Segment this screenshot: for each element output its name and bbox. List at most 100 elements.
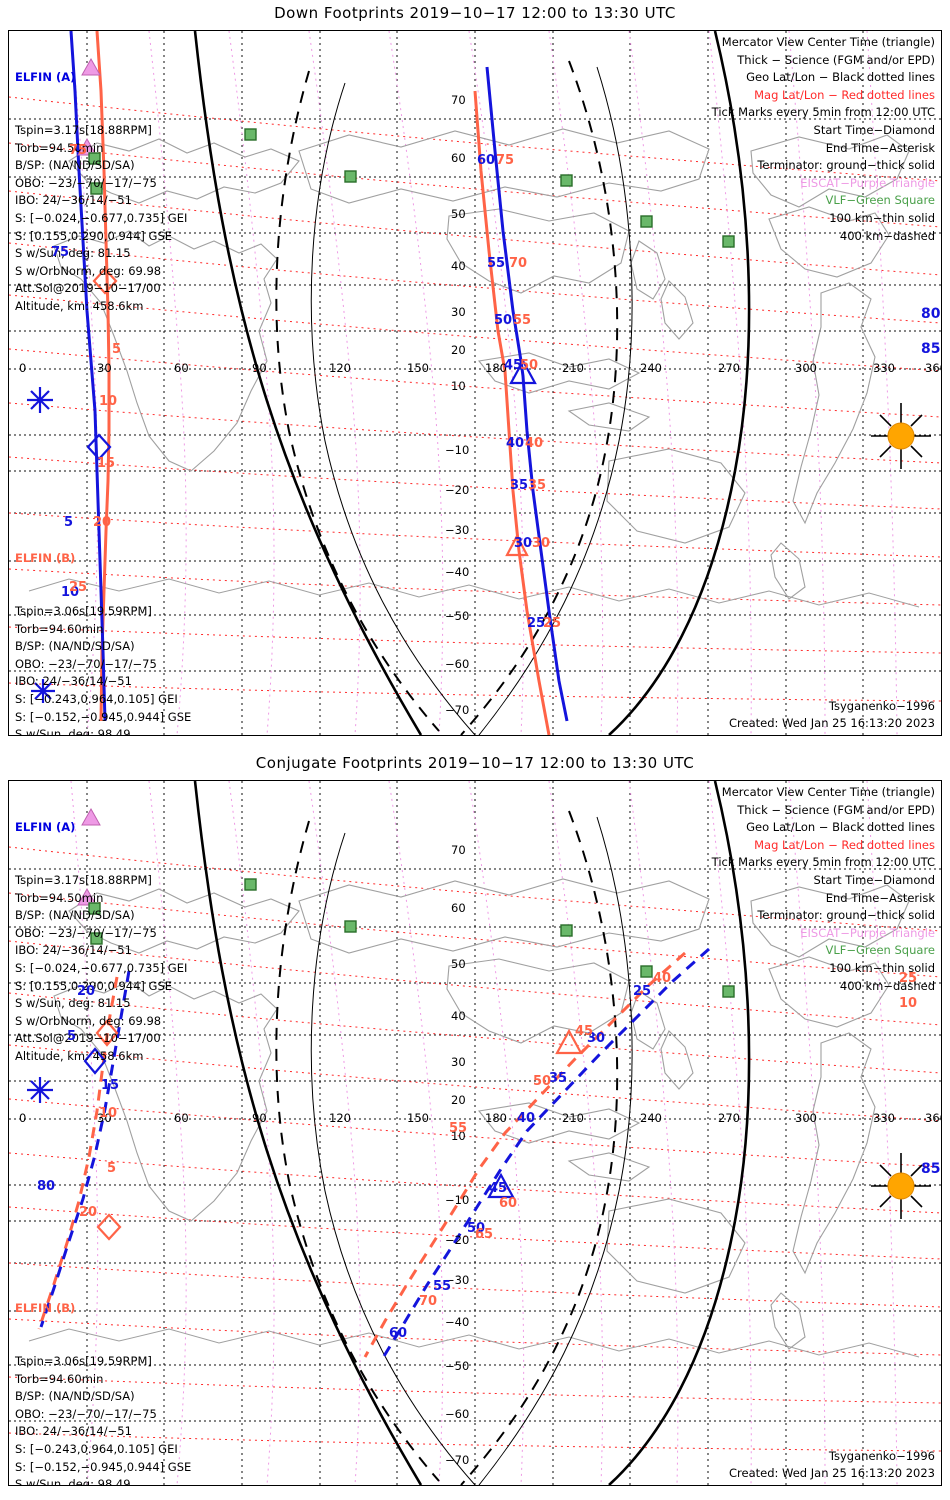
legend-line: VLF−Green Square	[825, 943, 936, 958]
time-tick-label: 55	[513, 313, 532, 328]
legend-line: Thick − Science (FGM and/or EPD)	[737, 802, 935, 817]
time-tick-label: 5	[67, 1029, 77, 1044]
time-tick-label: 80	[37, 1179, 56, 1194]
info-line: Altitude, km: 458.6km	[15, 1048, 144, 1063]
map-frame-conjugate: ELFIN (A) Tspin=3.17s[18.88RPM] Torb=94.5…	[8, 780, 942, 1486]
lon-tick-label: 0	[19, 361, 27, 375]
lat-tick-label: 20	[451, 1093, 466, 1107]
time-tick-label: 75	[496, 153, 515, 168]
time-tick-label: 25	[899, 971, 918, 986]
time-tick-label: 40	[653, 971, 672, 986]
lat-tick-label: 70	[451, 843, 466, 857]
lon-tick-label: 180	[485, 361, 507, 375]
time-tick-label: 40	[525, 436, 544, 451]
time-tick-label: 45	[504, 358, 523, 373]
time-tick-label: 75	[51, 245, 70, 260]
time-tick-label: 35	[510, 478, 529, 493]
lat-tick-label: 40	[451, 1009, 466, 1023]
info-line: Tsyganenko−1996	[828, 1448, 935, 1463]
legend-line: Thick − Science (FGM and/or EPD)	[737, 52, 935, 67]
lon-tick-label: 330	[873, 1111, 895, 1125]
time-tick-label: 25	[69, 580, 88, 595]
lon-tick-label: 120	[329, 361, 351, 375]
lat-tick-label: 60	[451, 151, 466, 165]
time-tick-label: 60	[389, 1326, 408, 1341]
time-tick-label: 70	[419, 1294, 438, 1309]
legend-line: VLF−Green Square	[825, 193, 936, 208]
map-canvas-conjugate	[9, 781, 941, 1485]
info-line: IBO: 24/−36/14/−51	[15, 1424, 132, 1439]
time-tick-label: 40	[506, 436, 525, 451]
elfin-a-info-block: ELFIN (A) Tspin=3.17s[18.88RPM] Torb=94.5…	[15, 34, 187, 351]
lon-tick-label: 60	[174, 361, 189, 375]
footer-block: Tsyganenko−1996 Created: Wed Jan 25 16:13…	[729, 698, 935, 733]
lon-tick-label: 150	[407, 361, 429, 375]
info-line: IBO: 24/−36/14/−51	[15, 674, 132, 689]
lat-tick-label: −50	[445, 1359, 470, 1373]
info-line: OBO: −23/−70/−17/−75	[15, 1406, 157, 1421]
info-line: Att.Sol@2019−10−17/00	[15, 281, 161, 296]
time-tick-label: 5	[107, 1161, 117, 1176]
lon-tick-label: 30	[97, 1111, 112, 1125]
lon-tick-label: 360	[925, 1111, 941, 1125]
time-tick-label: 70	[509, 256, 528, 271]
lat-tick-label: 50	[451, 207, 466, 221]
lon-tick-label: 120	[329, 1111, 351, 1125]
info-line: OBO: −23/−70/−17/−75	[15, 175, 157, 190]
mag-lat-edge-label: 85	[921, 341, 941, 357]
lat-tick-label: −30	[445, 1273, 470, 1287]
time-tick-label: 55	[433, 1279, 452, 1294]
time-tick-label: 25	[543, 616, 562, 631]
time-tick-label: 45	[575, 1024, 594, 1039]
info-line: OBO: −23/−70/−17/−75	[15, 656, 157, 671]
legend-line: 400 km−dashed	[839, 228, 935, 243]
elfin-a-lines-conjugate: Tspin=3.17s[18.88RPM] Torb=94.50min B/SP: …	[15, 872, 187, 1066]
lon-tick-label: 0	[19, 1111, 27, 1125]
info-line: B/SP: (NA/ND/SD/SA)	[15, 158, 135, 173]
lon-tick-label: 210	[562, 1111, 584, 1125]
legend-line: Start Time−Diamond	[813, 122, 935, 137]
info-line: S w/Sun, deg: 98.49	[15, 1477, 131, 1486]
legend-line: Terminator: ground−thick solid	[757, 908, 935, 923]
lon-tick-label: 300	[795, 361, 817, 375]
map-frame-down: ELFIN (A) Tspin=3.17s[18.88RPM] Torb=94.5…	[8, 30, 942, 736]
elfin-a-title: ELFIN (A)	[15, 70, 76, 85]
lon-tick-label: 210	[562, 361, 584, 375]
lat-tick-label: 60	[451, 901, 466, 915]
time-tick-label: 10	[99, 1106, 118, 1121]
lon-tick-label: 60	[174, 1111, 189, 1125]
info-line: S w/OrbNorm, deg: 69.98	[15, 263, 162, 278]
info-line: Created: Wed Jan 25 16:13:20 2023	[728, 716, 935, 731]
time-tick-label: 45	[489, 1181, 508, 1196]
lon-tick-label: 240	[640, 1111, 662, 1125]
info-line: Tspin=3.06s[19.59RPM]	[15, 1353, 152, 1368]
map-canvas-down	[9, 31, 941, 735]
elfin-b-lines: Tspin=3.06s[19.59RPM] Torb=94.60min B/SP: …	[15, 603, 191, 735]
legend-line: Mercator View Center Time (triangle)	[721, 35, 935, 49]
lon-tick-label: 270	[718, 1111, 740, 1125]
info-line: Tsyganenko−1996	[828, 698, 935, 713]
panel-down-footprints: Down Footprints 2019−10−17 12:00 to 13:3…	[8, 4, 942, 736]
legend-line: EISCAT−Purple Triangle	[800, 925, 935, 940]
info-line: S w/Sun, deg: 81.15	[15, 246, 131, 261]
info-line: Tspin=3.17s[18.88RPM]	[15, 122, 152, 137]
info-line: Torb=94.60min	[15, 1371, 104, 1386]
info-line: S w/Sun, deg: 81.15	[15, 996, 131, 1011]
time-tick-label: 5	[112, 342, 122, 357]
lat-tick-label: 40	[451, 259, 466, 273]
lat-tick-label: −70	[445, 1453, 470, 1467]
legend-block: Mercator View Center Time (triangle) Thic…	[712, 34, 935, 245]
time-tick-label: 25	[527, 616, 546, 631]
time-tick-label: 30	[532, 536, 551, 551]
time-tick-label: 50	[467, 1221, 486, 1236]
info-line: Torb=94.50min	[15, 140, 104, 155]
lat-tick-label: 10	[451, 379, 466, 393]
elfin-b-info-block-conjugate: ELFIN (B) Tspin=3.06s[19.59RPM] Torb=94.6…	[15, 1265, 191, 1486]
lat-tick-label: −30	[445, 523, 470, 537]
legend-line: Terminator: ground−thick solid	[757, 158, 935, 173]
time-tick-label: 75	[69, 143, 88, 158]
time-tick-label: 55	[449, 1121, 468, 1136]
info-line: S w/OrbNorm, deg: 69.98	[15, 1013, 162, 1028]
legend-line: 100 km−thin solid	[829, 960, 935, 975]
